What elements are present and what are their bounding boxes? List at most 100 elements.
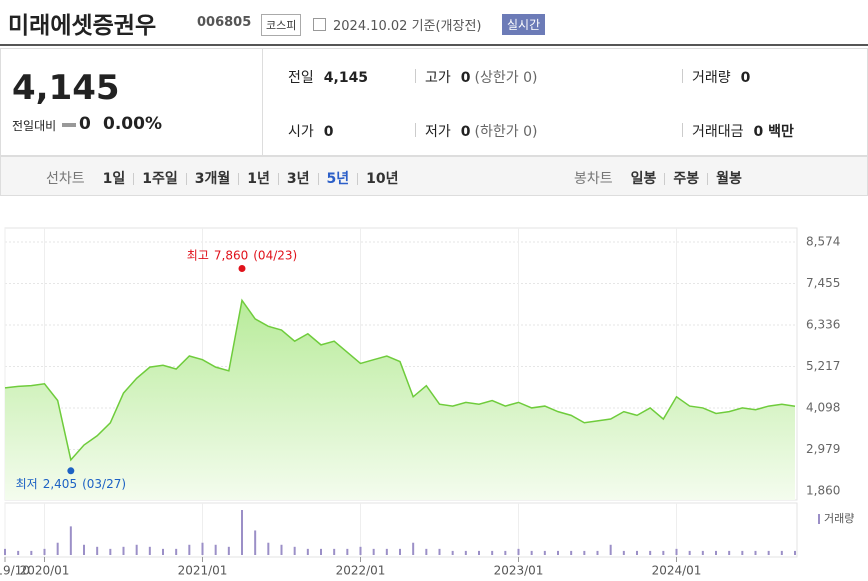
separator [357, 173, 359, 185]
volume-bar [609, 544, 612, 555]
quote-label: 저가 [425, 124, 451, 140]
quote-value: 4,145 [323, 70, 369, 86]
quote: 시가 0 [288, 121, 334, 141]
volume-bar [570, 550, 573, 555]
volume-bar [241, 510, 243, 555]
volume-bar [543, 550, 546, 555]
tab[interactable]: 10년 [366, 171, 399, 187]
calendar-icon [313, 18, 326, 31]
quote-label: 시가 [288, 124, 314, 140]
legend-swatch [818, 514, 820, 524]
separator [277, 173, 279, 185]
tab[interactable]: 월봉 [716, 171, 742, 187]
separator [682, 123, 683, 137]
divider [0, 44, 868, 46]
quote-value: 0 백만 [753, 124, 794, 140]
y-tick-label: 1,860 [806, 484, 840, 498]
volume-bar [293, 546, 296, 555]
volume-bar [767, 550, 770, 555]
volume-bar [425, 548, 428, 555]
volume-bar [478, 550, 480, 555]
volume-bar [109, 548, 112, 555]
volume-bar [557, 550, 559, 555]
volume-bar [306, 548, 309, 555]
tab[interactable]: 5년 [326, 171, 350, 187]
tab[interactable]: 일봉 [630, 171, 657, 187]
tab[interactable]: 주봉 [673, 171, 700, 187]
volume-bar [188, 544, 191, 555]
realtime-badge[interactable]: 실시간 [502, 14, 546, 35]
quote: 저가 0 (하한가 0) [425, 121, 537, 141]
volume-bar [688, 550, 691, 555]
separator [415, 69, 416, 83]
tab[interactable]: 1주일 [142, 171, 178, 187]
volume-bar [267, 542, 270, 555]
date: 2024.10.02 기준(개장전) [333, 19, 482, 34]
volume-bar [583, 550, 586, 555]
volume-bar [333, 548, 336, 555]
x-tick-label: 2019/10 [0, 564, 30, 578]
volume-bar [227, 546, 230, 555]
volume-bar [675, 548, 678, 555]
quote-label: 거래대금 [692, 124, 744, 140]
volume-bar [504, 550, 507, 555]
x-tick-label: 2022/01 [336, 564, 386, 578]
volume-bar [491, 550, 494, 555]
tab[interactable]: 1일 [102, 171, 126, 187]
annotation-date: (04/23) [253, 248, 297, 262]
line [4, 298, 796, 462]
tab-label: 봉차트 [574, 171, 613, 187]
volume-bar [741, 550, 744, 555]
tab-bar [0, 156, 868, 196]
volume-bar [122, 546, 125, 555]
stock-code: 006805 [197, 15, 252, 30]
volume-bar [148, 546, 151, 555]
y-tick-label: 4,098 [806, 401, 840, 415]
volume-bar [517, 548, 520, 555]
quote-label: 거래량 [692, 70, 731, 86]
annotation-value: 7,860 [214, 248, 248, 262]
volume-bar [372, 548, 375, 555]
volume-bar [201, 542, 204, 555]
tab[interactable]: 1년 [247, 171, 270, 187]
volume-bar [438, 548, 441, 555]
divider [262, 48, 263, 156]
extreme-dot [238, 264, 246, 272]
separator [185, 173, 187, 185]
volume-bar [214, 544, 217, 555]
quote-value: 0 [460, 70, 471, 86]
volume-bar [451, 550, 454, 555]
y-tick-label: 6,336 [806, 318, 840, 332]
quote-value: 0 [460, 124, 471, 140]
volume-bar [715, 550, 717, 555]
volume-bar [636, 550, 638, 555]
tab[interactable]: 3개월 [194, 171, 231, 187]
separator [707, 173, 709, 185]
quote-extra: (하한가 0) [474, 124, 538, 140]
quote-extra: (상한가 0) [474, 70, 538, 86]
y-tick-label: 2,979 [806, 442, 840, 456]
volume-bar [359, 546, 362, 555]
y-tick-label: 5,217 [806, 359, 840, 373]
annotation-date: (03/27) [82, 476, 126, 490]
volume-bar [17, 550, 20, 555]
volume-bar [596, 550, 599, 555]
separator [415, 123, 416, 137]
volume-bar [530, 550, 533, 555]
volume-bar [320, 548, 322, 555]
volume-bar [399, 548, 401, 555]
tab[interactable]: 3년 [286, 171, 310, 187]
volume-bar [464, 550, 467, 555]
volume-bar [30, 550, 33, 555]
volume-bar [175, 548, 178, 555]
change-label: 전일대비 [12, 119, 57, 133]
volume-bar [622, 550, 625, 555]
market-badge: 코스피 [261, 14, 302, 36]
y-tick-label: 7,455 [806, 276, 840, 290]
volume-bar [4, 548, 6, 555]
area [5, 300, 795, 500]
volume-bar [280, 544, 283, 555]
y-tick-label: 8,574 [806, 235, 840, 249]
volume-bar [385, 548, 388, 555]
